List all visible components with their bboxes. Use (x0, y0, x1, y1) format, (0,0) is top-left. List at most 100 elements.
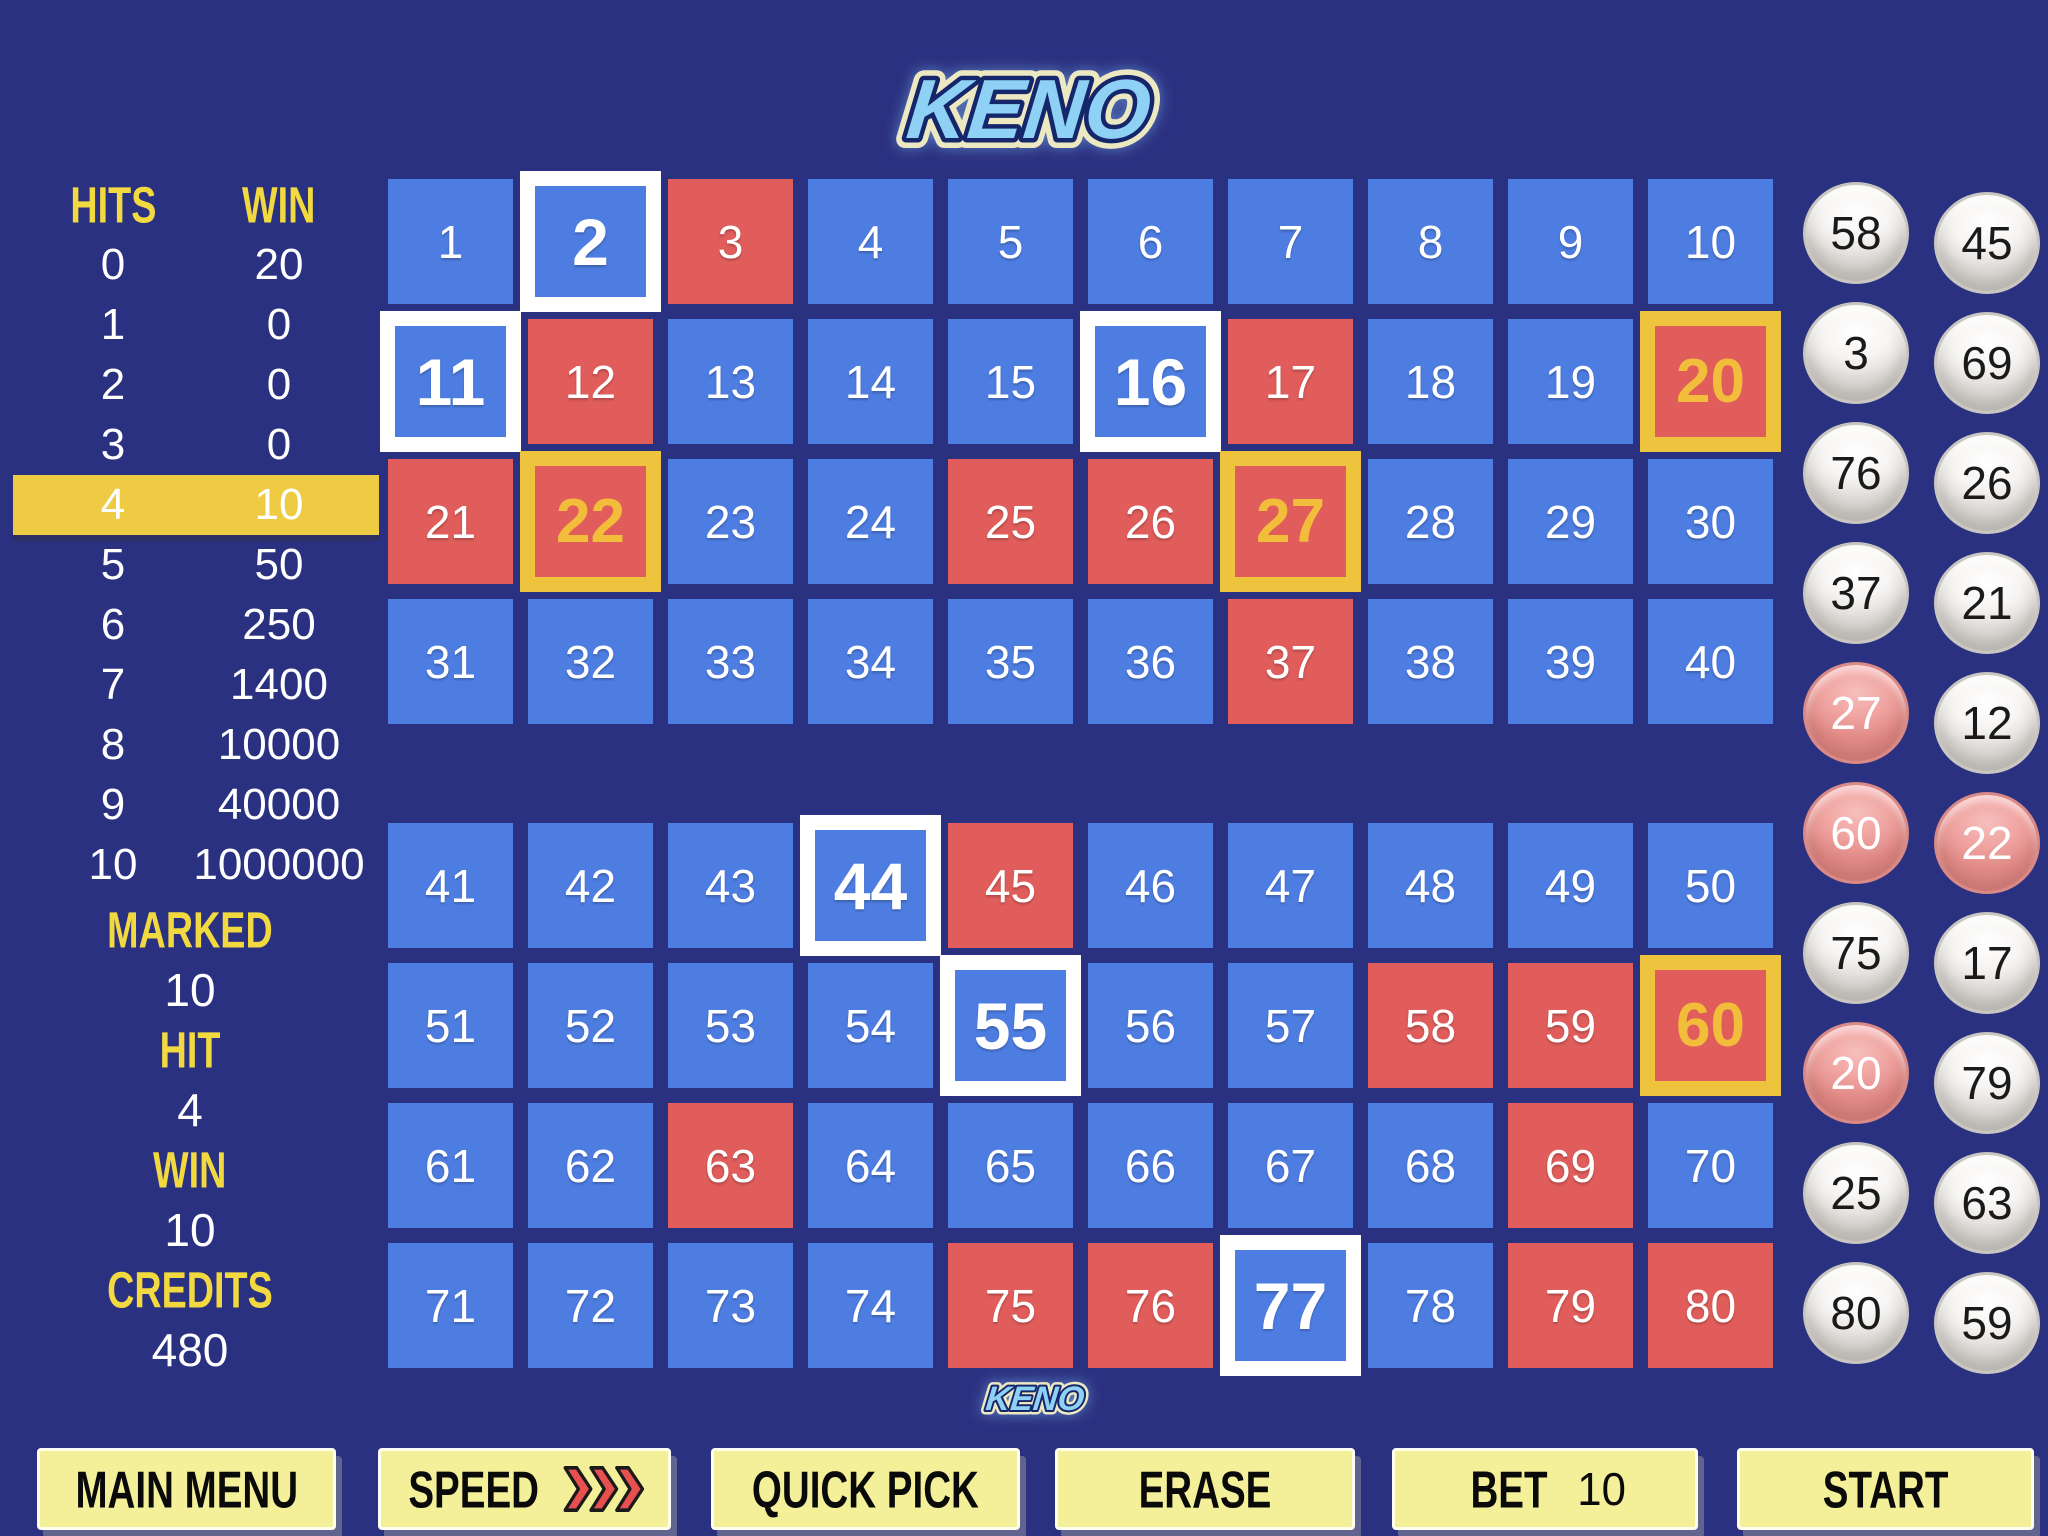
cell-13[interactable]: 13 (668, 319, 793, 444)
cell-4[interactable]: 4 (808, 179, 933, 304)
cell-56[interactable]: 56 (1088, 963, 1213, 1088)
stat-hit-label-text: HIT (159, 1021, 221, 1079)
stat-credits-value: 480 (151, 1324, 229, 1376)
cell-73[interactable]: 73 (668, 1243, 793, 1368)
cell-24[interactable]: 24 (808, 459, 933, 584)
paytable-row-highlighted: 4 10 (13, 475, 379, 535)
cell-32[interactable]: 32 (528, 599, 653, 724)
cell-34[interactable]: 34 (808, 599, 933, 724)
cell-21[interactable]: 21 (388, 459, 513, 584)
cell-40[interactable]: 40 (1648, 599, 1773, 724)
cell-61[interactable]: 61 (388, 1103, 513, 1228)
cell-1[interactable]: 1 (388, 179, 513, 304)
cell-8[interactable]: 8 (1368, 179, 1493, 304)
cell-2[interactable]: 2 (528, 179, 653, 304)
cell-57[interactable]: 57 (1228, 963, 1353, 1088)
cell-10[interactable]: 10 (1648, 179, 1773, 304)
cell-38[interactable]: 38 (1368, 599, 1493, 724)
cell-22[interactable]: 22 (528, 459, 653, 584)
cell-16[interactable]: 16 (1088, 319, 1213, 444)
cell-15[interactable]: 15 (948, 319, 1073, 444)
paytable-hits-value: 5 (100, 540, 126, 589)
cell-70[interactable]: 70 (1648, 1103, 1773, 1228)
cell-6[interactable]: 6 (1088, 179, 1213, 304)
cell-48[interactable]: 48 (1368, 823, 1493, 948)
cell-72[interactable]: 72 (528, 1243, 653, 1368)
cell-66[interactable]: 66 (1088, 1103, 1213, 1228)
cell-53[interactable]: 53 (668, 963, 793, 1088)
cell-62[interactable]: 62 (528, 1103, 653, 1228)
cell-28[interactable]: 28 (1368, 459, 1493, 584)
cell-20[interactable]: 20 (1648, 319, 1773, 444)
cell-54[interactable]: 54 (808, 963, 933, 1088)
cell-47[interactable]: 47 (1228, 823, 1353, 948)
start-button[interactable]: START (1737, 1448, 2034, 1530)
cell-52[interactable]: 52 (528, 963, 653, 1088)
cell-41[interactable]: 41 (388, 823, 513, 948)
cell-78[interactable]: 78 (1368, 1243, 1493, 1368)
cell-33[interactable]: 33 (668, 599, 793, 724)
cell-74[interactable]: 74 (808, 1243, 933, 1368)
cell-45[interactable]: 45 (948, 823, 1073, 948)
cell-25[interactable]: 25 (948, 459, 1073, 584)
cell-19[interactable]: 19 (1508, 319, 1633, 444)
cell-46[interactable]: 46 (1088, 823, 1213, 948)
cell-59[interactable]: 59 (1508, 963, 1633, 1088)
drawn-ball-21: 21 (1934, 552, 2040, 654)
cell-42[interactable]: 42 (528, 823, 653, 948)
cell-35[interactable]: 35 (948, 599, 1073, 724)
bet-amount: 10 (1577, 1463, 1627, 1515)
drawn-ball-63: 63 (1934, 1152, 2040, 1254)
cell-36[interactable]: 36 (1088, 599, 1213, 724)
cell-60[interactable]: 60 (1648, 963, 1773, 1088)
paytable-win-value: 50 (254, 540, 304, 589)
drawn-ball-76: 76 (1803, 422, 1909, 524)
cell-11[interactable]: 11 (388, 319, 513, 444)
cell-29[interactable]: 29 (1508, 459, 1633, 584)
drawn-ball-59: 59 (1934, 1272, 2040, 1374)
bet-button[interactable]: BET 10 (1392, 1448, 1698, 1530)
cell-64[interactable]: 64 (808, 1103, 933, 1228)
cell-51[interactable]: 51 (388, 963, 513, 1088)
speed-button-label: SPEED (408, 1459, 539, 1519)
cell-18[interactable]: 18 (1368, 319, 1493, 444)
bet-button-label: BET (1470, 1459, 1548, 1519)
cell-71[interactable]: 71 (388, 1243, 513, 1368)
cell-65[interactable]: 65 (948, 1103, 1073, 1228)
cell-30[interactable]: 30 (1648, 459, 1773, 584)
main-menu-button[interactable]: MAIN MENU (37, 1448, 336, 1530)
cell-39[interactable]: 39 (1508, 599, 1633, 724)
cell-43[interactable]: 43 (668, 823, 793, 948)
cell-5[interactable]: 5 (948, 179, 1073, 304)
cell-55[interactable]: 55 (948, 963, 1073, 1088)
cell-77[interactable]: 77 (1228, 1243, 1353, 1368)
cell-14[interactable]: 14 (808, 319, 933, 444)
cell-67[interactable]: 67 (1228, 1103, 1353, 1228)
cell-44[interactable]: 44 (808, 823, 933, 948)
cell-49[interactable]: 49 (1508, 823, 1633, 948)
speed-button[interactable]: SPEED (378, 1448, 671, 1530)
cell-31[interactable]: 31 (388, 599, 513, 724)
cell-69[interactable]: 69 (1508, 1103, 1633, 1228)
cell-7[interactable]: 7 (1228, 179, 1353, 304)
drawn-ball-27: 27 (1803, 662, 1909, 764)
cell-27[interactable]: 27 (1228, 459, 1353, 584)
cell-79[interactable]: 79 (1508, 1243, 1633, 1368)
cell-9[interactable]: 9 (1508, 179, 1633, 304)
cell-63[interactable]: 63 (668, 1103, 793, 1228)
cell-80[interactable]: 80 (1648, 1243, 1773, 1368)
cell-50[interactable]: 50 (1648, 823, 1773, 948)
paytable-row: 5 50 (13, 535, 379, 595)
cell-76[interactable]: 76 (1088, 1243, 1213, 1368)
quick-pick-button[interactable]: QUICK PICK (711, 1448, 1020, 1530)
cell-68[interactable]: 68 (1368, 1103, 1493, 1228)
erase-button[interactable]: ERASE (1055, 1448, 1355, 1530)
cell-12[interactable]: 12 (528, 319, 653, 444)
cell-58[interactable]: 58 (1368, 963, 1493, 1088)
cell-37[interactable]: 37 (1228, 599, 1353, 724)
cell-26[interactable]: 26 (1088, 459, 1213, 584)
cell-3[interactable]: 3 (668, 179, 793, 304)
cell-23[interactable]: 23 (668, 459, 793, 584)
cell-17[interactable]: 17 (1228, 319, 1353, 444)
cell-75[interactable]: 75 (948, 1243, 1073, 1368)
